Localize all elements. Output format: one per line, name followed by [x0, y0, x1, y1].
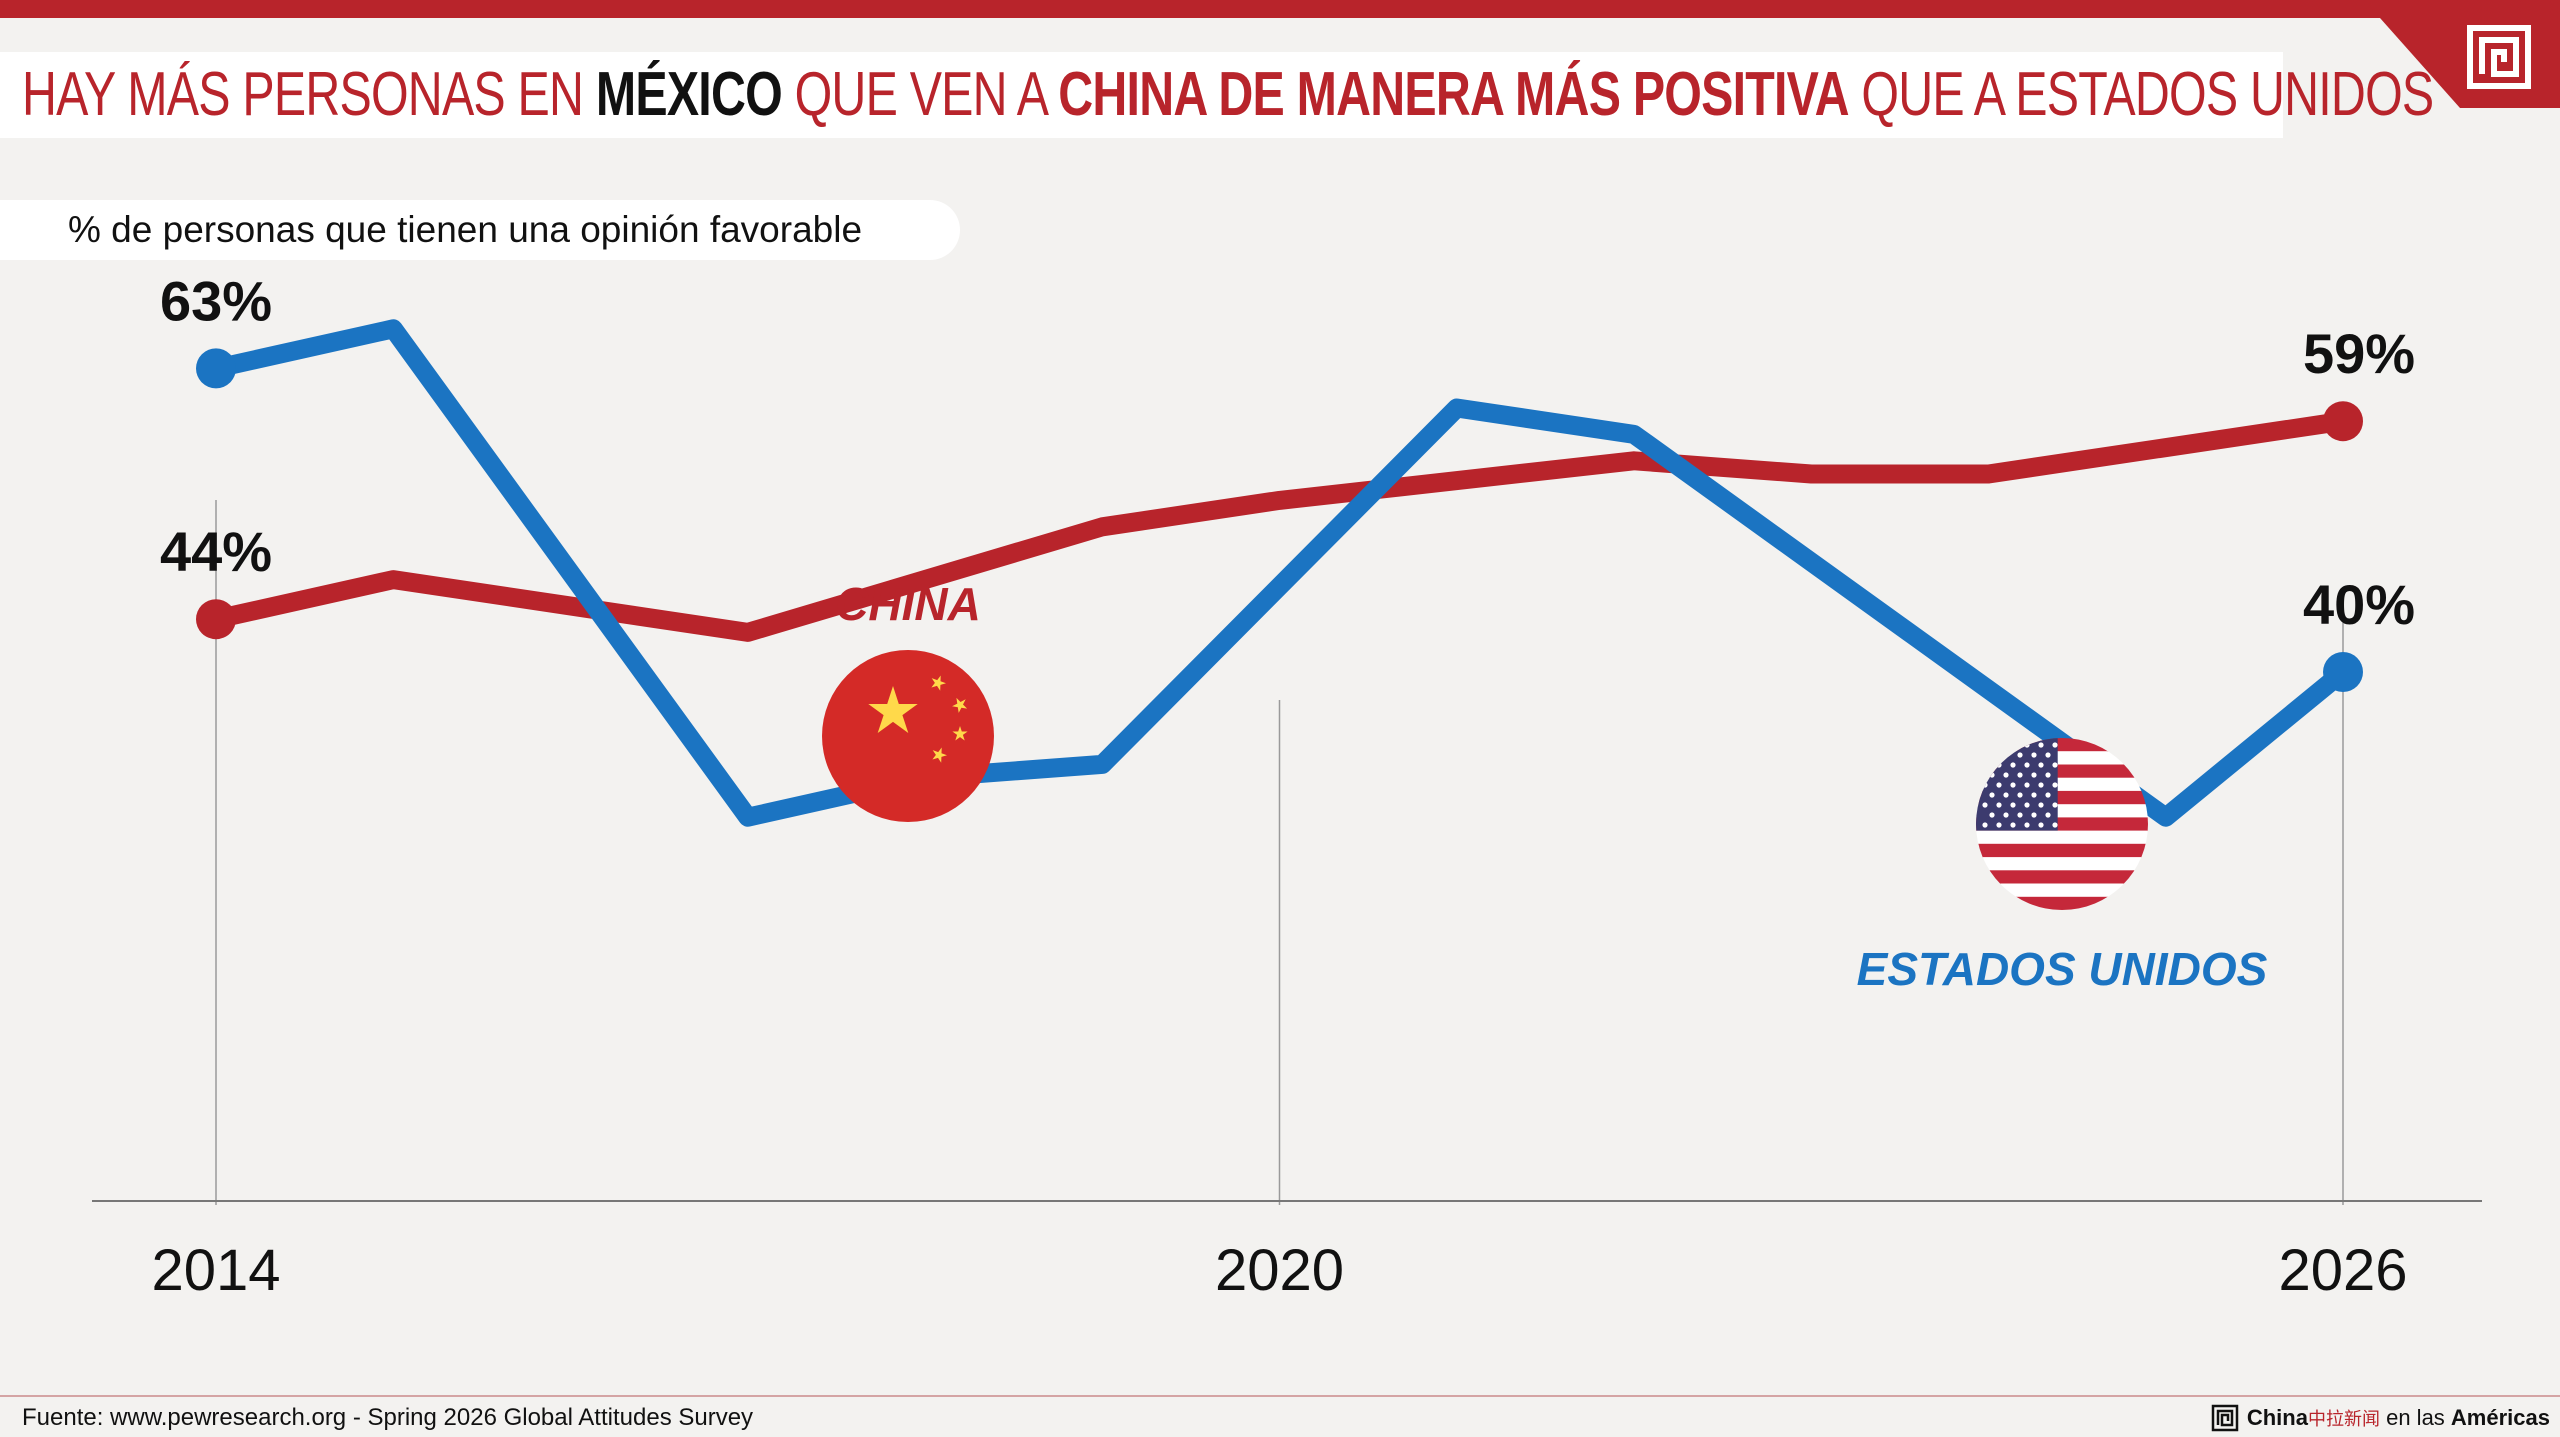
brand-logo-icon	[2467, 25, 2531, 89]
usa-line	[206, 319, 2353, 827]
chart-title: HAY MÁS PERSONAS EN MÉXICO QUE VEN A CHI…	[22, 64, 2434, 126]
china-start-point	[196, 599, 236, 640]
top-accent-bar	[0, 0, 2560, 18]
usa-start-point	[196, 348, 236, 389]
title-part-2: MÉXICO	[595, 60, 783, 129]
usa-end-point	[2323, 652, 2363, 692]
brand-cn-text: 中拉新闻	[2307, 1409, 2380, 1429]
china-flag-small-star-icon	[932, 747, 947, 763]
china-flag-small-star-icon	[952, 697, 968, 713]
usa-start-label: 63%	[160, 269, 272, 332]
china-flag-small-star-icon	[952, 726, 968, 741]
corner-logo-banner	[2380, 18, 2560, 108]
x-tick-label-2014: 2014	[151, 1238, 280, 1303]
x-tick-label-2020: 2020	[1215, 1238, 1344, 1303]
china-end-label: 59%	[2303, 322, 2415, 385]
subtitle-pill: % de personas que tienen una opinión fav…	[0, 200, 960, 260]
footer-brand: China中拉新闻 en las Américas	[2211, 1400, 2550, 1436]
title-part-3: QUE VEN A	[781, 60, 1059, 129]
x-tick-label-2026: 2026	[2278, 1238, 2407, 1303]
brand-mid-text: en las	[2379, 1405, 2451, 1430]
title-box: HAY MÁS PERSONAS EN MÉXICO QUE VEN A CHI…	[0, 52, 2434, 138]
china-series-label: CHINA	[835, 578, 981, 630]
china-flag-small-star-icon	[931, 675, 946, 691]
brand-footer-icon	[2211, 1404, 2239, 1432]
usa-flag-icon	[1976, 738, 2148, 910]
china-flag-icon	[822, 650, 994, 822]
source-note: Fuente: www.pewresearch.org - Spring 202…	[22, 1404, 754, 1431]
brand-china-text: China	[2246, 1405, 2308, 1430]
china-line	[206, 411, 2353, 642]
usa-series-label: ESTADOS UNIDOS	[1857, 943, 2268, 995]
china-start-label: 44%	[160, 520, 272, 583]
footer-divider	[0, 1395, 2560, 1397]
title-part-4: CHINA DE MANERA MÁS POSITIVA	[1058, 60, 1849, 129]
brand-americas-text: Américas	[2450, 1405, 2550, 1430]
title-part-1: HAY MÁS PERSONAS EN	[22, 60, 596, 129]
china-flag-big-star-icon	[868, 686, 918, 733]
title-part-5: QUE A ESTADOS UNIDOS	[1848, 60, 2434, 129]
chart-subtitle: % de personas que tienen una opinión fav…	[68, 209, 863, 250]
china-end-point	[2323, 401, 2363, 442]
usa-end-label: 40%	[2303, 573, 2415, 636]
